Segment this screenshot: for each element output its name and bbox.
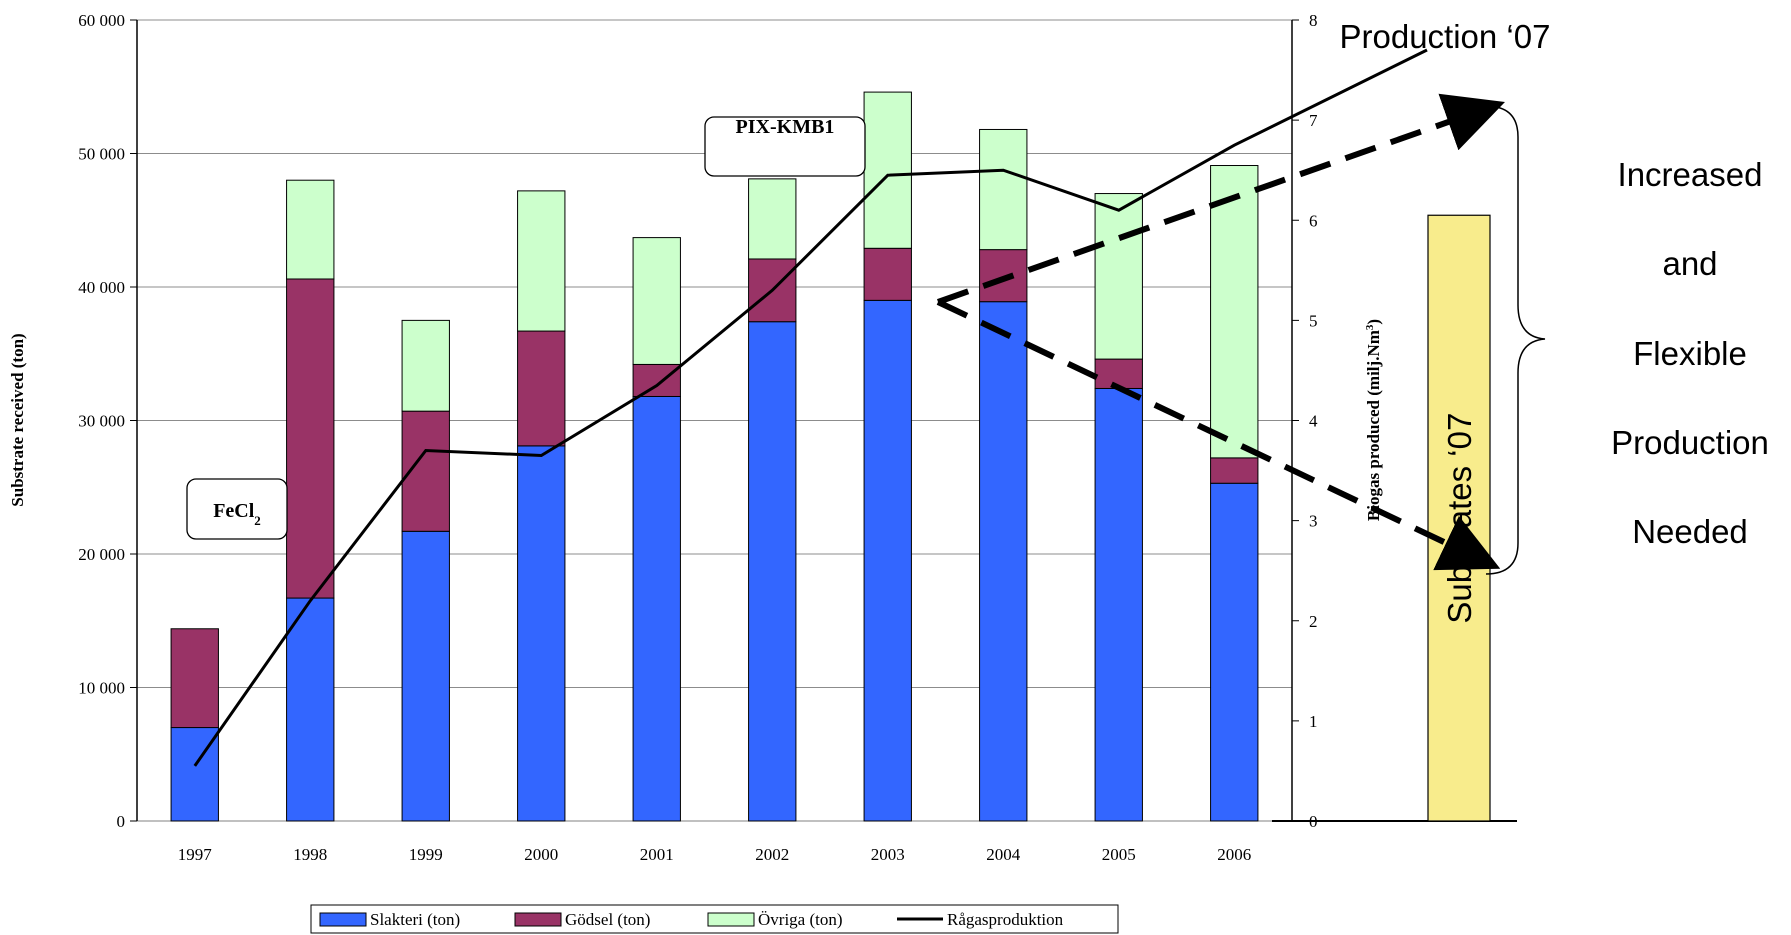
annotation-line-5: Needed <box>1632 513 1748 550</box>
x-tick-label: 1997 <box>178 845 213 864</box>
legend: Slakteri (ton) Gödsel (ton) Övriga (ton)… <box>310 904 1119 934</box>
y-tick-label: 60 000 <box>78 11 125 30</box>
callout-fecl2: FeCl2 <box>186 478 288 540</box>
y2-axis-title-end: ) <box>1364 319 1383 325</box>
x-tick-label: 2003 <box>871 845 905 864</box>
bar-slakteri-1998 <box>286 597 335 822</box>
annotation-text: Increased and Flexible Production Needed <box>1611 156 1769 550</box>
x-tick-label: 2004 <box>986 845 1021 864</box>
bar-slakteri-2001 <box>632 395 681 822</box>
y-tick-label: 0 <box>117 812 126 831</box>
y-tick-label: 20 000 <box>78 545 125 564</box>
y-tick-label: 50 000 <box>78 145 125 164</box>
bar-ovriga-2005 <box>1094 193 1143 360</box>
callout-pix-kmb1-text: PIX-KMB1 <box>736 116 835 138</box>
y2-tick-label: 8 <box>1309 11 1318 30</box>
legend-swatch-slakteri <box>319 912 367 927</box>
y2-tick-label: 2 <box>1309 612 1318 631</box>
x-tick-label: 2001 <box>640 845 674 864</box>
x-tick-label: 1998 <box>293 845 327 864</box>
bar-ovriga-2004 <box>979 128 1028 251</box>
rågasproduktion-line <box>193 48 1428 767</box>
y2-axis-title-sup: 3 <box>1364 324 1376 330</box>
x-tick-label: 2000 <box>524 845 558 864</box>
y2-tick-label: 4 <box>1309 412 1318 431</box>
bar-slakteri-1999 <box>401 530 450 822</box>
bar-godsel-2006 <box>1210 457 1259 484</box>
legend-label-slakteri: Slakteri (ton) <box>370 910 460 929</box>
y2-tick-label: 6 <box>1309 211 1318 230</box>
annotation-line-3: Flexible <box>1633 335 1747 372</box>
bar-slakteri-2004 <box>979 301 1028 822</box>
annotation-line-2: and <box>1662 245 1717 282</box>
legend-swatch-godsel <box>514 912 562 927</box>
bar-godsel-2000 <box>517 330 566 447</box>
bar-ovriga-2003 <box>863 91 912 249</box>
bar-ovriga-2006 <box>1210 165 1259 459</box>
legend-label-godsel: Gödsel (ton) <box>565 910 650 929</box>
y2-axis-title-main: Biogas produced (milj.Nm <box>1364 330 1383 521</box>
bar-ovriga-2002 <box>748 178 797 260</box>
x-tick-label: 2006 <box>1217 845 1251 864</box>
y-tick-label: 40 000 <box>78 278 125 297</box>
callout-fecl2-main: FeCl <box>213 500 255 522</box>
bar-ovriga-2000 <box>517 190 566 332</box>
legend-item-ovriga: Övriga (ton) <box>707 910 843 929</box>
x-tick-label: 2002 <box>755 845 789 864</box>
svg-text:FeCl2: FeCl2 <box>213 500 261 528</box>
y-tick-label: 30 000 <box>78 412 125 431</box>
callout-pix-kmb1: PIX-KMB1 <box>704 116 866 177</box>
y2-tick-label: 7 <box>1309 111 1318 130</box>
bar-godsel-2001 <box>632 363 681 397</box>
annotation-brace <box>1485 105 1546 575</box>
bar-slakteri-2003 <box>863 299 912 822</box>
bar-godsel-1997 <box>170 628 219 729</box>
arrow-to-production <box>937 93 1505 305</box>
ticks: 0 10 000 20 000 30 000 40 000 50 000 60 000 0 1 2… <box>78 11 1318 864</box>
y-axis-title: Substrate received (ton) <box>8 333 27 506</box>
legend-swatch-ovriga <box>707 912 755 927</box>
bar-ovriga-2001 <box>632 237 681 365</box>
bar-ovriga-1998 <box>286 179 335 280</box>
production-07-label: Production ‘07 <box>1340 18 1551 55</box>
arrow-to-substrates <box>936 299 1501 571</box>
legend-item-ragasproduktion: Rågasproduktion <box>897 910 1064 929</box>
bar-slakteri-2000 <box>517 445 566 822</box>
y2-tick-label: 3 <box>1309 512 1318 531</box>
bar-slakteri-2005 <box>1094 387 1143 822</box>
bar-godsel-2003 <box>863 247 912 301</box>
x-tick-label: 2005 <box>1102 845 1136 864</box>
bar-ovriga-1999 <box>401 319 450 412</box>
bar-godsel-2004 <box>979 249 1028 303</box>
legend-label-ragasproduktion: Rågasproduktion <box>947 910 1064 929</box>
x-tick-label: 1999 <box>409 845 443 864</box>
bar-godsel-2005 <box>1094 358 1143 389</box>
bar-substrates-07-label: Substrates ‘07 <box>1441 413 1478 624</box>
legend-item-slakteri: Slakteri (ton) <box>319 910 460 929</box>
bar-godsel-1998 <box>286 278 335 599</box>
y2-tick-label: 0 <box>1309 812 1318 831</box>
legend-label-ovriga: Övriga (ton) <box>758 910 843 929</box>
legend-item-godsel: Gödsel (ton) <box>514 910 650 929</box>
annotation-line-4: Production <box>1611 424 1769 461</box>
bar-slakteri-2002 <box>748 321 797 822</box>
bar-slakteri-2006 <box>1210 482 1259 822</box>
y2-tick-label: 1 <box>1309 712 1318 731</box>
y-tick-label: 10 000 <box>78 679 125 698</box>
callout-fecl2-sub: 2 <box>254 513 261 528</box>
y2-axis-title: Biogas produced (milj.Nm3) <box>1364 319 1383 521</box>
annotation-line-1: Increased <box>1618 156 1763 193</box>
y2-tick-label: 5 <box>1309 311 1318 330</box>
